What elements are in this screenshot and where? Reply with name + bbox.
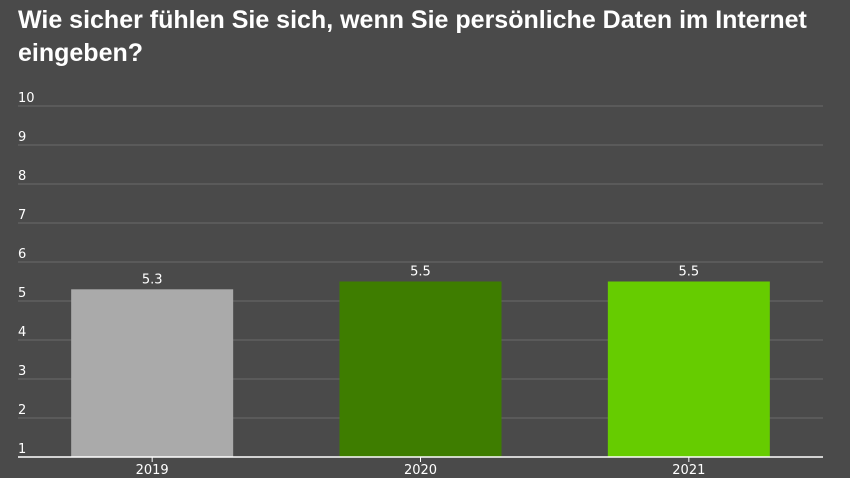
- y-axis-ticks: 1 2 3 4 5 6 7 8 9 10: [18, 91, 35, 457]
- x-tick-label-2020: 2020: [404, 463, 437, 478]
- y-tick-label-3: 3: [18, 364, 26, 379]
- chart-title: Wie sicher fühlen Sie sich, wenn Sie per…: [18, 6, 807, 67]
- bars: 5.3 5.5 5.5: [71, 265, 770, 457]
- data-label-2019: 5.3: [142, 272, 163, 287]
- data-label-2021: 5.5: [678, 265, 699, 280]
- x-tick-label-2021: 2021: [672, 463, 705, 478]
- bar-2021: [607, 281, 770, 457]
- y-tick-label-10: 10: [18, 91, 35, 106]
- y-tick-label-4: 4: [18, 325, 26, 340]
- x-axis-ticks: 2019 2020 2021: [136, 457, 705, 478]
- x-tick-label-2019: 2019: [136, 463, 169, 478]
- y-tick-label-1: 1: [18, 442, 26, 457]
- bar-2020: [339, 281, 502, 457]
- bar-2019: [71, 289, 234, 457]
- y-tick-label-8: 8: [18, 169, 26, 184]
- data-label-2020: 5.5: [410, 265, 431, 280]
- y-tick-label-7: 7: [18, 208, 26, 223]
- y-tick-label-2: 2: [18, 403, 26, 418]
- y-tick-label-6: 6: [18, 247, 26, 262]
- y-tick-label-5: 5: [18, 286, 26, 301]
- y-tick-label-9: 9: [18, 130, 26, 145]
